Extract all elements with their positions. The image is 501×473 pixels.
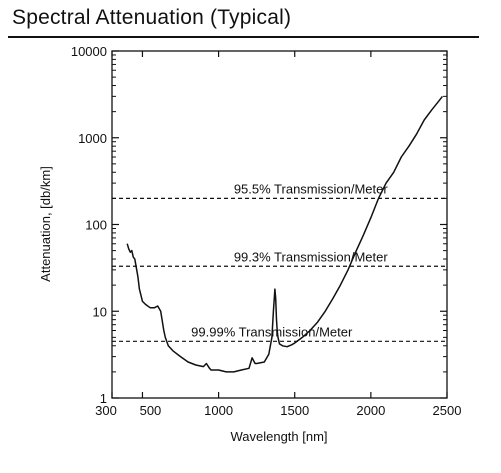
- y-tick-label: 100: [85, 218, 107, 233]
- y-tick-label: 10: [93, 304, 107, 319]
- x-tick-label: 2000: [356, 403, 385, 418]
- y-tick-label: 1: [100, 391, 107, 406]
- reference-line-label: 99.3% Transmission/Meter: [234, 249, 389, 264]
- title-rule: [8, 36, 479, 38]
- plot-frame: [111, 50, 448, 399]
- ticks-layer: 300 500 1000 1500 2000 2500 1 10 100 1000 10000: [71, 44, 462, 418]
- y-tick-label: 10000: [71, 44, 107, 59]
- series-line-attenuation: [126, 95, 443, 373]
- reference-line-label: 95.5% Transmission/Meter: [234, 181, 389, 196]
- x-tick-label: 1000: [204, 403, 233, 418]
- y-tick-label: 1000: [78, 131, 107, 146]
- x-tick-label: 300: [95, 403, 117, 418]
- x-tick-label: 1500: [280, 403, 309, 418]
- page-title: Spectral Attenuation (Typical): [12, 6, 292, 29]
- x-axis-label: Wavelength [nm]: [230, 429, 327, 444]
- y-axis-label: Attenuation, [db/km]: [38, 166, 53, 282]
- x-tick-label: 500: [140, 403, 162, 418]
- x-tick-label: 2500: [433, 403, 462, 418]
